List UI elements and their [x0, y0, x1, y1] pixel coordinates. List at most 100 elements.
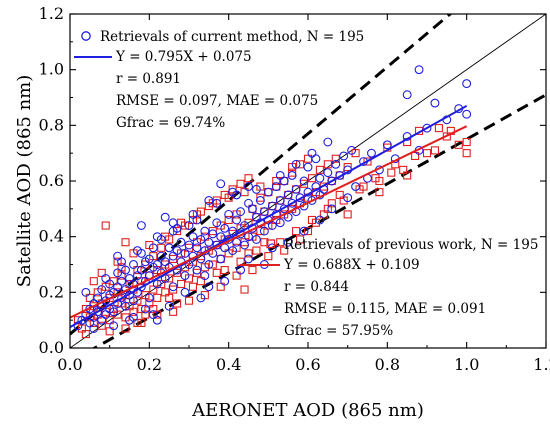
previous-work-point: [169, 254, 178, 263]
current-method-point: [188, 232, 198, 242]
current-method-point: [152, 315, 162, 325]
current-method-point: [291, 184, 301, 194]
current-method-point: [81, 287, 91, 297]
current-method-point: [299, 226, 309, 236]
current-method-point: [152, 279, 162, 289]
previous-work-fit-line: [70, 125, 468, 319]
previous-work-point: [387, 168, 396, 177]
previous-work-point: [256, 227, 265, 236]
current-method-point: [121, 265, 130, 275]
current-method-point: [327, 176, 337, 186]
current-method-point: [188, 209, 198, 219]
y-tick-label: 0.2: [39, 282, 64, 301]
previous-work-point: [252, 246, 261, 255]
previous-work-point: [173, 227, 182, 236]
previous-work-point: [89, 277, 98, 286]
current-method-point: [129, 296, 138, 306]
previous-work-point: [165, 274, 174, 283]
previous-work-point: [260, 238, 269, 247]
previous-work-point: [192, 210, 201, 219]
current-method-point: [287, 170, 297, 180]
current-method-point: [216, 254, 226, 264]
current-method-point: [101, 273, 111, 283]
previous-work-point: [212, 268, 221, 277]
current-method-point: [259, 207, 269, 217]
current-method-point: [184, 221, 194, 230]
previous-work-point: [240, 188, 249, 197]
previous-work-point: [240, 285, 249, 294]
previous-work-point: [296, 160, 305, 169]
previous-work-point: [343, 210, 352, 219]
current-method-point: [117, 293, 127, 303]
previous-work-point: [224, 193, 233, 202]
previous-work-point: [454, 140, 463, 149]
previous-work-point: [216, 282, 225, 291]
x-tick-label: 1.2: [533, 355, 550, 374]
previous-work-point: [149, 285, 158, 294]
current-method-point: [89, 324, 99, 333]
current-method-point: [216, 179, 226, 189]
current-method-point: [125, 273, 134, 283]
current-method-point: [347, 145, 357, 155]
previous-work-point: [129, 307, 138, 316]
current-method-point: [192, 243, 202, 253]
current-method-point: [414, 65, 424, 75]
current-method-point: [168, 282, 178, 292]
current-gfrac: Gfrac = 69.74%: [116, 115, 225, 131]
current-method-point: [129, 312, 138, 322]
axis-ticks: 0.0 0.2 0.4 0.6 0.8 1.0 1.2 0.0 0.2 0.4 0.6 0.8 1.0 1…: [39, 4, 550, 374]
y-tick-label: 0.6: [39, 171, 64, 190]
current-method-point: [164, 243, 174, 253]
current-method-point: [208, 229, 218, 239]
current-method-point: [283, 237, 293, 247]
y-tick-label: 0.8: [39, 115, 64, 134]
legend-current: Retrievals of current method, N = 195 Y …: [74, 29, 364, 131]
current-method-point: [180, 248, 190, 258]
current-method-point: [132, 246, 142, 256]
previous-work-point: [133, 266, 142, 275]
current-method-point: [136, 265, 146, 275]
current-method-point: [299, 176, 309, 186]
y-tick-label: 1.0: [39, 60, 64, 79]
previous-work-point: [89, 318, 98, 328]
previous-work-point: [375, 188, 384, 197]
x-axis-title: AERONET AOD (865 nm): [191, 400, 424, 421]
previous-work-point: [157, 279, 166, 289]
previous-work-point: [399, 165, 408, 174]
current-method-point: [236, 265, 246, 275]
previous-work-point: [462, 149, 471, 158]
current-method-point: [240, 240, 249, 250]
current-method-point: [267, 221, 277, 230]
current-method-point: [351, 182, 361, 192]
x-tick-label: 0.0: [57, 355, 82, 374]
previous-work-point: [173, 268, 182, 277]
current-method-point: [402, 90, 412, 100]
legend-previous-label: Retrievals of previous work, N = 195: [284, 237, 538, 253]
y-tick-label: 0.4: [39, 227, 64, 246]
current-method-point: [311, 154, 321, 164]
current-method-point: [113, 268, 123, 278]
current-method-point: [200, 226, 210, 236]
previous-work-point: [323, 204, 332, 213]
previous-work-point: [256, 193, 265, 202]
current-method-point: [204, 237, 214, 247]
x-tick-label: 0.4: [216, 355, 241, 374]
current-method-point: [291, 159, 301, 169]
previous-work-point: [244, 249, 253, 258]
current-method-point: [228, 246, 238, 256]
previous-work-point: [248, 266, 257, 275]
current-method-point: [144, 254, 154, 264]
previous-rmse-mae: RMSE = 0.115, MAE = 0.091: [284, 301, 486, 317]
previous-work-point: [196, 277, 205, 286]
previous-work-point: [184, 296, 194, 305]
current-method-point: [279, 176, 289, 186]
previous-work-point: [363, 157, 372, 166]
current-method-point: [196, 235, 206, 244]
previous-work-point: [244, 174, 253, 183]
current-method-point: [129, 260, 138, 269]
previous-work-point: [315, 165, 324, 174]
current-method-point: [196, 293, 206, 303]
current-method-point: [216, 232, 226, 242]
previous-work-point: [264, 252, 273, 261]
